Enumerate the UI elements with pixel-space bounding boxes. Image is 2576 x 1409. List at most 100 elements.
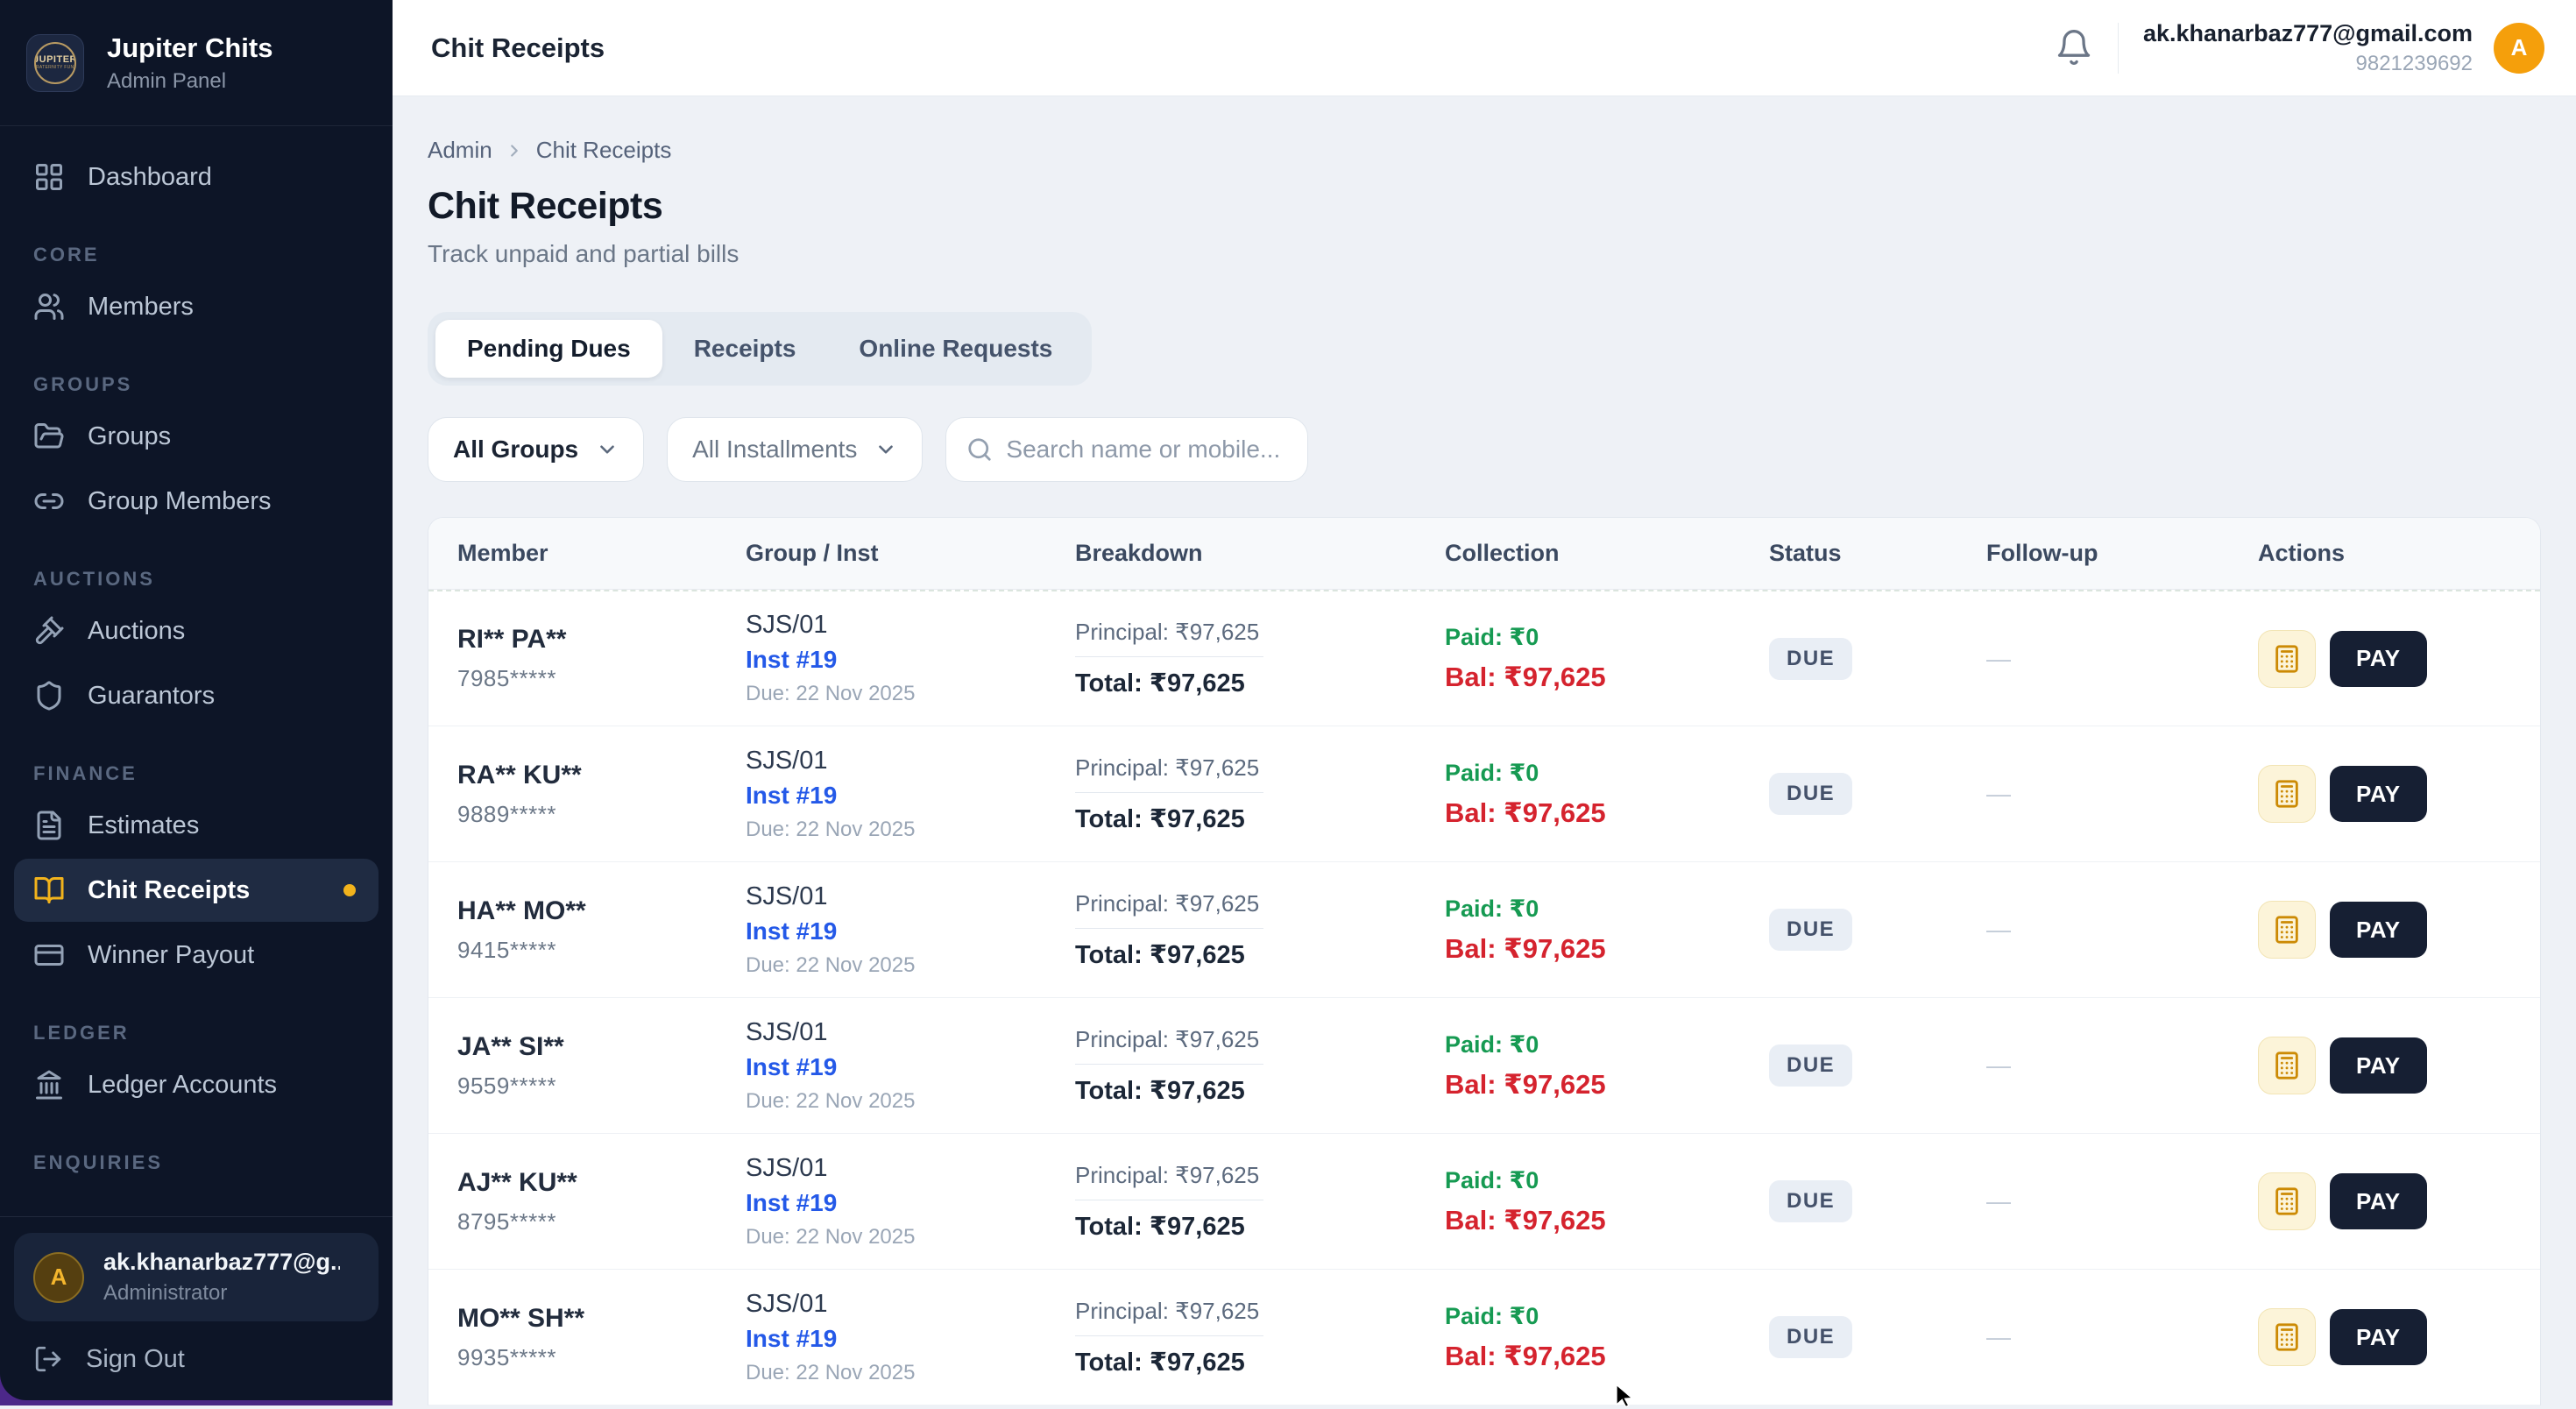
principal-amount: Principal: ₹97,625	[1075, 1298, 1416, 1325]
group-code: SJS/01	[746, 1290, 1046, 1319]
installment-link[interactable]: Inst #19	[746, 782, 1046, 810]
group-inst-cell: SJS/01 Inst #19 Due: 22 Nov 2025	[717, 1290, 1046, 1385]
due-date: Due: 22 Nov 2025	[746, 682, 1046, 706]
group-filter-value: All Groups	[453, 435, 578, 464]
balance-amount: Bal: ₹97,625	[1445, 797, 1740, 829]
sidebar-user-card[interactable]: A ak.khanarbaz777@g... Administrator	[14, 1233, 379, 1321]
sidebar-item-auctions[interactable]: Auctions	[14, 599, 379, 662]
sidebar-item-label: Guarantors	[88, 682, 215, 711]
installment-link[interactable]: Inst #19	[746, 917, 1046, 945]
balance-amount: Bal: ₹97,625	[1445, 933, 1740, 965]
table-row: MO** SH** 9935***** SJS/01 Inst #19 Due:…	[428, 1269, 2540, 1405]
balance-amount: Bal: ₹97,625	[1445, 1069, 1740, 1101]
sidebar-item-dashboard[interactable]: Dashboard	[14, 145, 379, 209]
section-label-auctions: AUCTIONS	[33, 568, 359, 591]
pay-button[interactable]: PAY	[2330, 631, 2427, 687]
calculator-button[interactable]	[2258, 1308, 2316, 1366]
page-content: Admin Chit Receipts Chit Receipts Track …	[393, 96, 2576, 1405]
calculator-icon	[2272, 644, 2302, 674]
member-cell: JA** SI** 9559*****	[428, 1032, 717, 1100]
pay-button[interactable]: PAY	[2330, 1037, 2427, 1094]
breadcrumb-admin[interactable]: Admin	[428, 137, 492, 164]
sidebar-footer: A ak.khanarbaz777@g... Administrator Sig…	[0, 1216, 393, 1400]
notifications-button[interactable]	[2055, 28, 2095, 68]
sign-out-button[interactable]: Sign Out	[14, 1330, 379, 1388]
paid-amount: Paid: ₹0	[1445, 1031, 1740, 1059]
calculator-button[interactable]	[2258, 1037, 2316, 1094]
sidebar-item-label: Estimates	[88, 811, 199, 840]
group-inst-cell: SJS/01 Inst #19 Due: 22 Nov 2025	[717, 1154, 1046, 1250]
avatar: A	[33, 1252, 84, 1303]
table-body: RI** PA** 7985***** SJS/01 Inst #19 Due:…	[428, 590, 2540, 1405]
search-box	[945, 417, 1308, 482]
calculator-button[interactable]	[2258, 630, 2316, 688]
sidebar-item-guarantors[interactable]: Guarantors	[14, 664, 379, 727]
total-amount: Total: ₹97,625	[1075, 668, 1416, 698]
pay-button[interactable]: PAY	[2330, 1309, 2427, 1365]
principal-amount: Principal: ₹97,625	[1075, 1026, 1416, 1053]
actions-cell: PAY	[2229, 901, 2540, 959]
sidebar-item-ledger-accounts[interactable]: Ledger Accounts	[14, 1053, 379, 1116]
calculator-button[interactable]	[2258, 901, 2316, 959]
status-badge: DUE	[1769, 909, 1852, 951]
credit-card-icon	[33, 939, 65, 971]
file-text-icon	[33, 810, 65, 841]
group-code: SJS/01	[746, 611, 1046, 640]
pay-button[interactable]: PAY	[2330, 902, 2427, 958]
brand-name: Jupiter Chits	[107, 32, 272, 64]
balance-amount: Bal: ₹97,625	[1445, 662, 1740, 693]
tab-pending-dues[interactable]: Pending Dues	[435, 320, 662, 378]
sidebar-nav: Dashboard CORE Members GROUPS Groups Gro…	[0, 126, 393, 1216]
book-open-icon	[33, 874, 65, 906]
member-cell: MO** SH** 9935*****	[428, 1304, 717, 1371]
installment-link[interactable]: Inst #19	[746, 1053, 1046, 1081]
group-inst-cell: SJS/01 Inst #19 Due: 22 Nov 2025	[717, 1018, 1046, 1114]
tab-receipts[interactable]: Receipts	[662, 320, 828, 378]
member-name: RA** KU**	[457, 761, 717, 790]
installment-link[interactable]: Inst #19	[746, 646, 1046, 674]
collection-cell: Paid: ₹0 Bal: ₹97,625	[1416, 1167, 1740, 1236]
follow-up-cell: —	[1957, 1187, 2229, 1215]
member-cell: RA** KU** 9889*****	[428, 761, 717, 828]
brand-logo-emblem: JUPITER FRATERNITY FUND	[34, 42, 76, 84]
search-input[interactable]	[945, 417, 1308, 482]
calculator-button[interactable]	[2258, 1172, 2316, 1230]
sidebar-item-members[interactable]: Members	[14, 275, 379, 338]
account-info: ak.khanarbaz777@gmail.com 9821239692	[2143, 20, 2473, 76]
pay-button[interactable]: PAY	[2330, 766, 2427, 822]
user-role: Administrator	[103, 1281, 340, 1306]
link-icon	[33, 485, 65, 517]
principal-amount: Principal: ₹97,625	[1075, 754, 1416, 782]
due-date: Due: 22 Nov 2025	[746, 1089, 1046, 1114]
table-header: Member Group / Inst Breakdown Collection…	[428, 518, 2540, 590]
installment-link[interactable]: Inst #19	[746, 1189, 1046, 1217]
breakdown-cell: Principal: ₹97,625 Total: ₹97,625	[1046, 1162, 1416, 1242]
sidebar-item-group-members[interactable]: Group Members	[14, 470, 379, 533]
tab-online-requests[interactable]: Online Requests	[827, 320, 1084, 378]
calculator-button[interactable]	[2258, 765, 2316, 823]
follow-up-cell: —	[1957, 916, 2229, 944]
sidebar-item-groups[interactable]: Groups	[14, 405, 379, 468]
account-phone: 9821239692	[2143, 52, 2473, 76]
sidebar-item-estimates[interactable]: Estimates	[14, 794, 379, 857]
section-label-ledger: LEDGER	[33, 1022, 359, 1044]
sidebar-item-label: Ledger Accounts	[88, 1071, 277, 1100]
due-date: Due: 22 Nov 2025	[746, 953, 1046, 978]
topbar-title: Chit Receipts	[431, 32, 605, 64]
group-filter-select[interactable]: All Groups	[428, 417, 644, 482]
avatar[interactable]: A	[2494, 23, 2544, 74]
paid-amount: Paid: ₹0	[1445, 896, 1740, 923]
bell-icon	[2055, 28, 2093, 67]
sidebar-item-label: Group Members	[88, 487, 272, 516]
pay-button[interactable]: PAY	[2330, 1173, 2427, 1229]
installment-link[interactable]: Inst #19	[746, 1325, 1046, 1353]
sidebar-item-label: Winner Payout	[88, 941, 254, 970]
section-label-groups: GROUPS	[33, 373, 359, 396]
sidebar-item-chit-receipts[interactable]: Chit Receipts	[14, 859, 379, 922]
installment-filter-select[interactable]: All Installments	[667, 417, 923, 482]
group-code: SJS/01	[746, 1018, 1046, 1047]
collection-cell: Paid: ₹0 Bal: ₹97,625	[1416, 1303, 1740, 1372]
installment-filter-value: All Installments	[692, 435, 857, 464]
member-name: JA** SI**	[457, 1032, 717, 1062]
sidebar-item-winner-payout[interactable]: Winner Payout	[14, 924, 379, 987]
